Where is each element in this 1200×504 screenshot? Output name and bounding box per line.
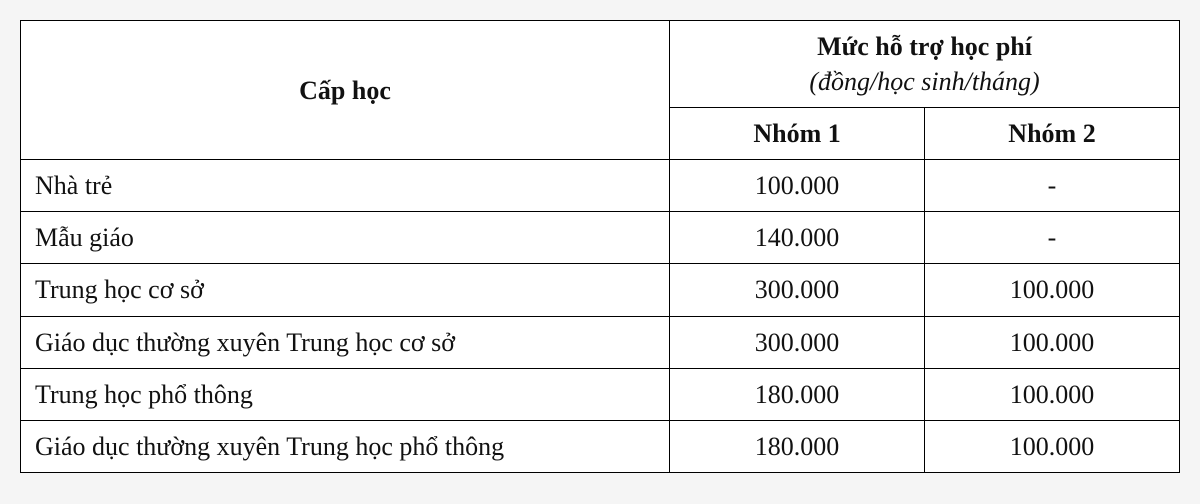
cell-level: Giáo dục thường xuyên Trung học phổ thôn… bbox=[21, 420, 670, 472]
table-row: Giáo dục thường xuyên Trung học cơ sở 30… bbox=[21, 316, 1180, 368]
cell-level: Trung học cơ sở bbox=[21, 264, 670, 316]
cell-group2: 100.000 bbox=[925, 316, 1180, 368]
table-row: Trung học phổ thông 180.000 100.000 bbox=[21, 368, 1180, 420]
table-header-row-1: Cấp học Mức hỗ trợ học phí (đồng/học sin… bbox=[21, 21, 1180, 108]
cell-group2: 100.000 bbox=[925, 420, 1180, 472]
col-header-group2: Nhóm 2 bbox=[925, 108, 1180, 160]
col-header-support: Mức hỗ trợ học phí (đồng/học sinh/tháng) bbox=[670, 21, 1180, 108]
table-row: Mẫu giáo 140.000 - bbox=[21, 212, 1180, 264]
cell-level: Mẫu giáo bbox=[21, 212, 670, 264]
support-subtitle: (đồng/học sinh/tháng) bbox=[809, 67, 1039, 96]
col-header-level: Cấp học bbox=[21, 21, 670, 160]
cell-group1: 140.000 bbox=[670, 212, 925, 264]
cell-group1: 300.000 bbox=[670, 316, 925, 368]
table-row: Trung học cơ sở 300.000 100.000 bbox=[21, 264, 1180, 316]
cell-level: Trung học phổ thông bbox=[21, 368, 670, 420]
cell-group2: 100.000 bbox=[925, 368, 1180, 420]
cell-group1: 300.000 bbox=[670, 264, 925, 316]
table-row: Nhà trẻ 100.000 - bbox=[21, 160, 1180, 212]
table-row: Giáo dục thường xuyên Trung học phổ thôn… bbox=[21, 420, 1180, 472]
cell-group2: 100.000 bbox=[925, 264, 1180, 316]
tuition-support-table: Cấp học Mức hỗ trợ học phí (đồng/học sin… bbox=[20, 20, 1180, 473]
cell-group1: 180.000 bbox=[670, 368, 925, 420]
cell-level: Giáo dục thường xuyên Trung học cơ sở bbox=[21, 316, 670, 368]
cell-group2: - bbox=[925, 160, 1180, 212]
col-header-group1: Nhóm 1 bbox=[670, 108, 925, 160]
tuition-support-table-container: Cấp học Mức hỗ trợ học phí (đồng/học sin… bbox=[20, 20, 1180, 473]
cell-group1: 100.000 bbox=[670, 160, 925, 212]
cell-group1: 180.000 bbox=[670, 420, 925, 472]
support-title: Mức hỗ trợ học phí bbox=[817, 32, 1032, 61]
cell-group2: - bbox=[925, 212, 1180, 264]
cell-level: Nhà trẻ bbox=[21, 160, 670, 212]
